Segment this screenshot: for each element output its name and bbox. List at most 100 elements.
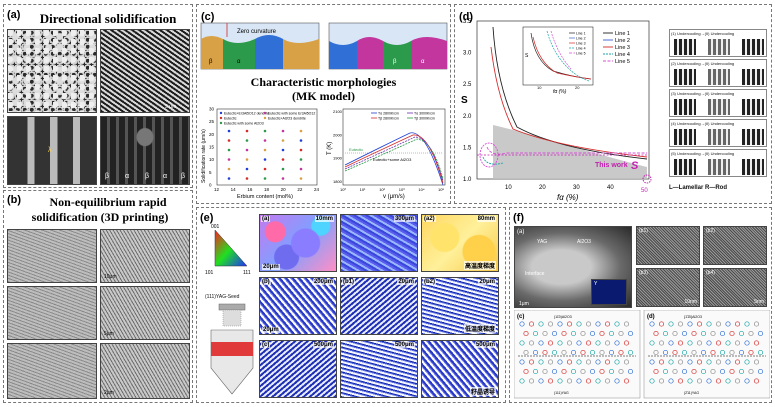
atom (595, 359, 601, 365)
main-ylabel: S (461, 95, 468, 106)
lp-ytick: 0 (209, 183, 212, 188)
hrtem-scale: 5nm (754, 299, 764, 305)
schem-right-2 (357, 37, 383, 69)
ebsd-tile-3: (b) 200μm 20μm (259, 277, 337, 335)
hrtem-label: (b3) (639, 270, 648, 276)
lp-point (245, 167, 249, 171)
lp-point (263, 139, 267, 142)
inset-legend-item: Line 3 (576, 42, 586, 46)
lp-ytick: 5 (209, 170, 212, 175)
side-key: L—Lamellar R—Rod (669, 185, 728, 191)
lp-legend-2: Eutectic with some Al2O3 (224, 122, 264, 126)
left-plot-points (227, 129, 303, 180)
atom (627, 349, 634, 356)
atom (653, 330, 659, 337)
lp-ytick: 30 (209, 107, 215, 112)
side-box-thumb (708, 159, 730, 175)
ebsd-cn-label: 低温度梯度 (463, 324, 496, 333)
atom (551, 349, 558, 356)
rp-xtick: 10⁴ (418, 187, 424, 192)
side-box-pics (674, 129, 764, 145)
atom (744, 321, 750, 327)
atom (677, 359, 684, 365)
lp-xtick: 24 (314, 187, 320, 192)
atom (706, 378, 712, 384)
side-box-thumb (742, 69, 764, 85)
atom (653, 349, 659, 356)
tem-y: Y (594, 281, 598, 287)
atom (528, 378, 535, 384)
atom (681, 368, 688, 375)
tem-a: (a) (517, 229, 525, 235)
atom (734, 340, 741, 346)
phase-a-3: α (163, 173, 168, 180)
inset-legend-item: Line 2 (576, 37, 586, 41)
atom (623, 321, 630, 327)
lp-point (227, 167, 231, 171)
crystal-d: (d) (647, 314, 655, 320)
panel-b-title-1: Non-equilibrium rapid (49, 195, 167, 209)
side-box-thumb (674, 99, 696, 115)
atom (557, 340, 563, 346)
atom (528, 340, 535, 346)
atom (561, 330, 567, 337)
ebsd-tile-label: (b) (261, 279, 271, 285)
side-box-text: (4) Undercooling→(II) Undercooling (671, 121, 735, 126)
s-vs-fa-chart: This work S S fα (%) 1.01.52.02.53.03.5 … (461, 19, 652, 202)
side-box-thumb (708, 99, 730, 115)
atom (744, 378, 750, 384)
schem-phase-3: α (421, 59, 425, 65)
lp-legend-1: Eutectic (224, 117, 237, 121)
lp-xtick: 12 (214, 187, 220, 192)
atom (753, 359, 760, 365)
atom (658, 340, 665, 346)
atom (523, 349, 529, 356)
atom (700, 368, 707, 375)
atom (604, 321, 611, 327)
atom (585, 321, 592, 327)
ebsd-tile-label: (a2) (423, 216, 436, 222)
atom (753, 340, 760, 346)
atom (668, 340, 674, 346)
side-box-4: (4) Undercooling→(II) Undercooling (669, 119, 767, 147)
atom (570, 330, 577, 337)
atom (672, 349, 678, 356)
tem-interface: Interface (525, 271, 545, 277)
micrograph-b6: 2μm (100, 343, 190, 399)
lp-point (281, 129, 285, 133)
shaded-region (493, 125, 647, 179)
inset-legend-item: Line 4 (576, 47, 586, 51)
lp-point (227, 129, 231, 133)
curve-t-beta-3000 (344, 138, 444, 180)
atom (672, 368, 678, 375)
atom (687, 378, 693, 384)
panel-d-label: (d) (459, 11, 474, 23)
atom (580, 368, 586, 375)
atom (538, 340, 544, 346)
atom (557, 321, 563, 327)
atom (649, 321, 655, 327)
atom (542, 368, 548, 375)
left-plot-ylabel: Solidification rate (μm/s) (201, 129, 207, 183)
atom (677, 321, 684, 327)
right-plot-ylabel: T (K) (327, 142, 333, 155)
phase-a-1: α (125, 173, 130, 180)
atom (668, 321, 674, 327)
ebsd-tile-8: 500μm 籽晶诱导 (421, 340, 499, 398)
panel-d: (d) This work S S fα (%) 1.0 1.5 2.0 2.5 3.0… (454, 4, 772, 204)
micrograph-a3: λ (7, 116, 97, 185)
atom (614, 359, 620, 365)
lp-point (245, 177, 249, 180)
panel-a: (a) Directional solidification 50 μm 5 μ… (3, 4, 193, 188)
atom (715, 321, 722, 327)
atom (658, 321, 665, 327)
side-box-text: (5) Undercooling→(II) Undercooling (671, 151, 735, 156)
curve-t-alpha-2800 (344, 132, 444, 186)
phase-a-0: β (105, 173, 110, 180)
lp-point (281, 139, 285, 142)
atom (557, 378, 563, 384)
tem-al2o3: Al2O3 (577, 239, 591, 245)
lp-point (245, 158, 249, 161)
rp-ytick: 1900 (333, 156, 343, 161)
